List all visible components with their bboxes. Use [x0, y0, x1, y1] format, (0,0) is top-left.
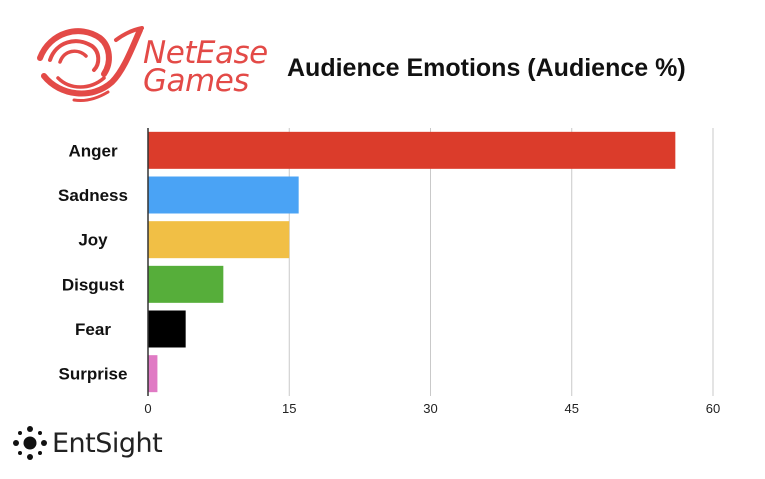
entsight-wordmark: EntSight: [52, 428, 162, 459]
entsight-logo: EntSight: [13, 426, 163, 460]
bar-fear: [148, 310, 186, 348]
bar-surprise: [148, 355, 158, 393]
bar-disgust: [148, 265, 224, 303]
chart-title: Audience Emotions (Audience %): [287, 54, 686, 82]
category-label: Surprise: [59, 365, 128, 384]
entsight-dots-icon: [13, 426, 47, 460]
x-tick-label: 0: [144, 401, 151, 416]
category-labels: Anger Sadness Joy Disgust Fear Surprise: [58, 141, 128, 383]
category-label: Joy: [78, 231, 108, 250]
x-tick-label: 45: [565, 401, 579, 416]
x-tick-label: 30: [423, 401, 437, 416]
netease-logo: NetEase Games: [37, 26, 268, 102]
bar-joy: [148, 221, 290, 259]
gridlines: [288, 128, 714, 396]
bar-anger: [148, 131, 676, 169]
x-tick-labels: 0 15 30 45 60: [144, 401, 720, 416]
category-label: Sadness: [58, 186, 128, 205]
category-label: Disgust: [62, 275, 125, 294]
logo-line-1: NetEase: [143, 35, 268, 71]
x-tick-label: 15: [282, 401, 296, 416]
x-tick-label: 60: [706, 401, 720, 416]
bar-sadness: [148, 176, 299, 214]
logo-line-2: Games: [143, 63, 249, 99]
netease-swirl-icon: [37, 26, 144, 102]
category-label: Anger: [68, 141, 118, 160]
bars: [148, 131, 676, 393]
category-label: Fear: [75, 320, 111, 339]
